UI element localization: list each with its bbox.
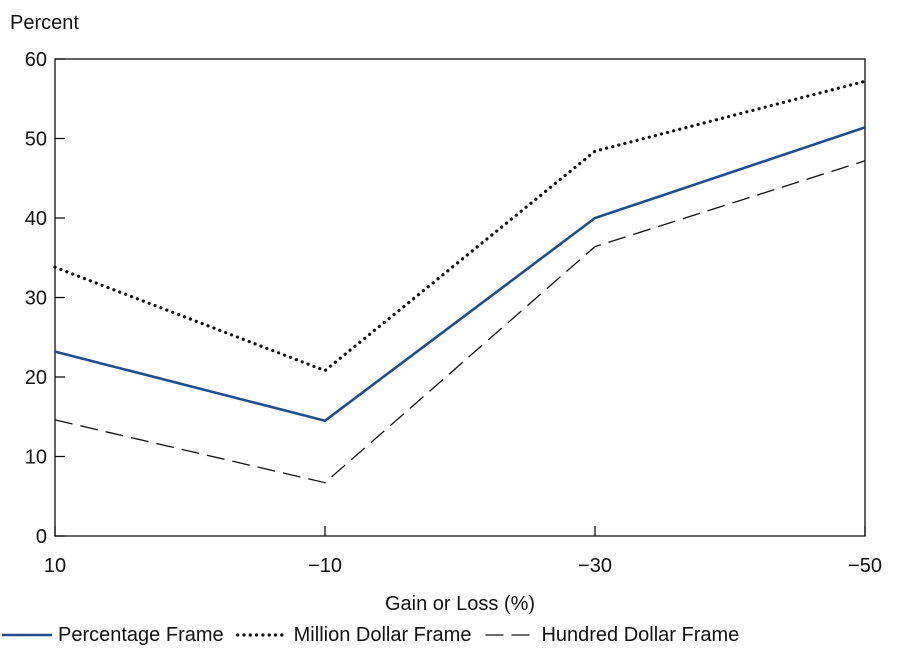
- series-line-percentage-frame: [54, 126, 866, 423]
- legend-label-hundred-dollar-frame: Hundred Dollar Frame: [541, 624, 739, 646]
- x-tick-label: −50: [848, 555, 882, 577]
- series-line-million-dollar-frame: [53, 79, 867, 373]
- x-tick-label: 10: [44, 555, 66, 577]
- y-tick-label: 0: [36, 526, 47, 548]
- y-tick-label: 60: [25, 49, 47, 71]
- y-tick-label: 10: [25, 447, 47, 469]
- legend: Percentage Frame Million Dollar Frame Hund…: [2, 624, 739, 646]
- legend-label-percentage-frame: Percentage Frame: [58, 624, 224, 646]
- plot-frame: [54, 58, 866, 537]
- x-tick-label: −10: [308, 555, 342, 577]
- y-tick-label: 20: [25, 367, 47, 389]
- x-axis: 10 −10 −30 −50: [44, 526, 882, 577]
- y-tick-label: 50: [25, 129, 47, 151]
- x-tick-label: −30: [578, 555, 612, 577]
- y-tick-label: 30: [25, 288, 47, 310]
- x-axis-title: Gain or Loss (%): [385, 593, 535, 615]
- series-line-hundred-dollar-frame: [54, 160, 866, 484]
- series-layer: [53, 79, 867, 484]
- y-tick-label: 40: [25, 208, 47, 230]
- y-axis-title: Percent: [10, 12, 79, 34]
- legend-label-million-dollar-frame: Million Dollar Frame: [294, 624, 472, 646]
- y-axis: 0 10 20 30 40 50 60: [25, 49, 65, 548]
